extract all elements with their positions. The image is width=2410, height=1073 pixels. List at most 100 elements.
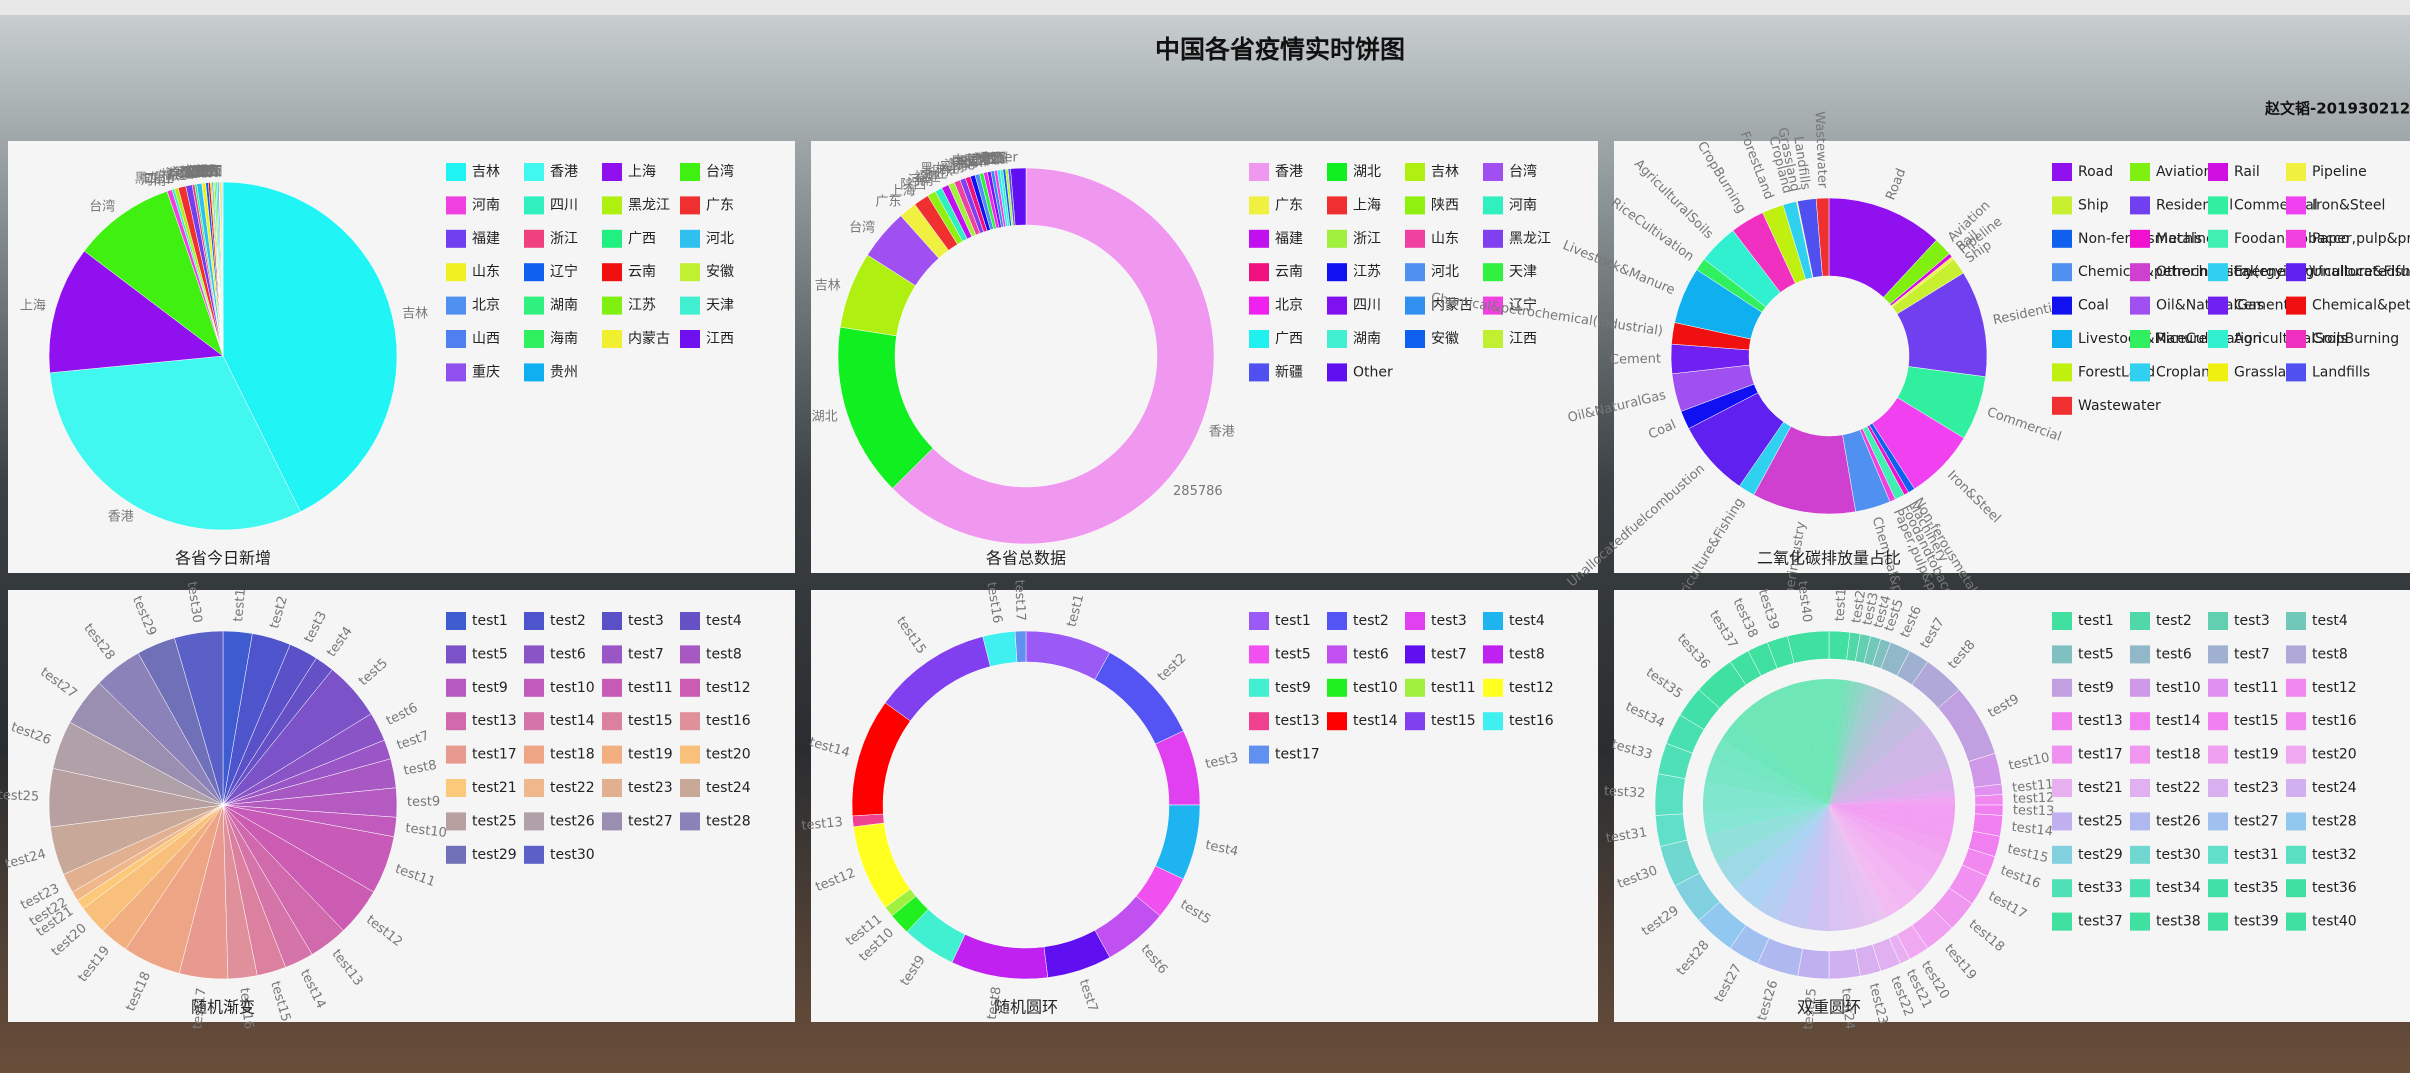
legend-item[interactable]: test9 xyxy=(446,678,508,697)
legend-item[interactable]: 河北 xyxy=(1405,263,1459,282)
legend-item[interactable]: test5 xyxy=(1249,645,1311,664)
legend-item[interactable]: 江苏 xyxy=(602,296,656,315)
legend-item[interactable]: 广东 xyxy=(680,196,734,215)
legend-item[interactable]: test10 xyxy=(1327,678,1398,697)
legend-item[interactable]: test2 xyxy=(524,612,586,630)
legend-item[interactable]: test30 xyxy=(524,845,595,864)
legend-item[interactable]: 河南 xyxy=(446,196,500,215)
slice[interactable] xyxy=(48,250,224,374)
legend-item[interactable]: test3 xyxy=(2208,612,2270,630)
legend-item[interactable]: 山东 xyxy=(1405,229,1459,248)
legend-item[interactable]: test11 xyxy=(602,678,673,697)
legend-item[interactable]: test28 xyxy=(680,812,751,831)
legend-item[interactable]: 云南 xyxy=(1249,263,1303,282)
legend-item[interactable]: 湖北 xyxy=(1327,163,1381,181)
legend-item[interactable]: EnergyinAgriculture&Fishing xyxy=(2208,263,2410,282)
legend-item[interactable]: 湖南 xyxy=(1327,330,1381,348)
legend-item[interactable]: test13 xyxy=(446,712,517,731)
legend-item[interactable]: test8 xyxy=(1483,645,1545,664)
legend-item[interactable]: test22 xyxy=(2130,779,2201,797)
legend-item[interactable]: test17 xyxy=(1249,745,1320,764)
legend-item[interactable]: test32 xyxy=(2286,845,2357,864)
legend-item[interactable]: test20 xyxy=(680,745,751,764)
legend-item[interactable]: 浙江 xyxy=(1327,229,1381,248)
legend-item[interactable]: test2 xyxy=(2130,612,2192,630)
legend-item[interactable]: test3 xyxy=(1405,612,1467,630)
legend-item[interactable]: test2 xyxy=(1327,612,1389,630)
legend-item[interactable]: 江苏 xyxy=(1327,263,1381,282)
legend-item[interactable]: 江西 xyxy=(680,330,734,348)
legend-item[interactable]: 北京 xyxy=(1249,296,1303,315)
legend-item[interactable]: 广西 xyxy=(1249,330,1303,348)
legend-item[interactable]: 四川 xyxy=(524,196,578,215)
legend-item[interactable]: 新疆 xyxy=(1249,363,1303,382)
legend-item[interactable]: 台湾 xyxy=(680,163,734,181)
legend-item[interactable]: test35 xyxy=(2208,879,2279,898)
legend-item[interactable]: test8 xyxy=(680,645,742,664)
legend-item[interactable]: test19 xyxy=(2208,745,2279,764)
slice[interactable] xyxy=(1828,630,1851,661)
legend-item[interactable]: test6 xyxy=(1327,645,1389,664)
legend-item[interactable]: 辽宁 xyxy=(524,263,578,282)
legend-item[interactable]: 广西 xyxy=(602,229,656,248)
slice[interactable] xyxy=(1815,197,1830,277)
legend-item[interactable]: test12 xyxy=(2286,678,2357,697)
legend-item[interactable]: test29 xyxy=(2052,845,2123,864)
legend-item[interactable]: 海南 xyxy=(524,330,578,348)
legend-item[interactable]: 云南 xyxy=(602,263,656,282)
legend-item[interactable]: 湖南 xyxy=(524,296,578,315)
legend-item[interactable]: test14 xyxy=(2130,712,2201,731)
legend-item[interactable]: 黑龙江 xyxy=(1483,229,1551,248)
legend-item[interactable]: Iron&Steel xyxy=(2286,196,2385,215)
slice[interactable] xyxy=(1974,794,2004,806)
slice[interactable] xyxy=(892,167,1215,545)
slice[interactable] xyxy=(222,181,224,357)
slice[interactable] xyxy=(1828,948,1861,980)
legend-item[interactable]: test27 xyxy=(2208,812,2279,831)
legend-item[interactable]: 内蒙古 xyxy=(602,330,670,348)
slice[interactable] xyxy=(222,181,398,513)
legend-item[interactable]: 黑龙江 xyxy=(602,196,670,215)
legend-item[interactable]: 重庆 xyxy=(446,363,500,382)
legend-item[interactable]: Cropland xyxy=(2130,363,2219,382)
legend-item[interactable]: Pipeline xyxy=(2286,163,2367,181)
legend-item[interactable]: test26 xyxy=(2130,812,2201,831)
legend-item[interactable]: test28 xyxy=(2286,812,2357,831)
legend-item[interactable]: test12 xyxy=(680,678,751,697)
legend-item[interactable]: test16 xyxy=(1483,712,1554,731)
legend-item[interactable]: test20 xyxy=(2286,745,2357,764)
legend-item[interactable]: test7 xyxy=(602,645,664,664)
legend-item[interactable]: test13 xyxy=(2052,712,2123,731)
legend-item[interactable]: test33 xyxy=(2052,879,2123,898)
legend-item[interactable]: Road xyxy=(2052,163,2113,181)
legend-item[interactable]: test23 xyxy=(602,779,673,797)
legend-item[interactable]: Other xyxy=(1327,363,1393,382)
legend-item[interactable]: Ship xyxy=(2052,196,2109,215)
legend-item[interactable]: test17 xyxy=(2052,745,2123,764)
legend-item[interactable]: test9 xyxy=(1249,678,1311,697)
legend-item[interactable]: test16 xyxy=(680,712,751,731)
legend-item[interactable]: Aviation xyxy=(2130,163,2212,181)
slice[interactable] xyxy=(83,190,224,357)
legend-item[interactable]: test1 xyxy=(446,612,508,630)
legend-item[interactable]: test7 xyxy=(2208,645,2270,664)
legend-item[interactable]: test14 xyxy=(524,712,595,731)
slice[interactable] xyxy=(1797,948,1830,980)
legend-item[interactable]: Paper,pulp&printing xyxy=(2286,229,2410,248)
legend-item[interactable]: 上海 xyxy=(1327,196,1381,215)
legend-item[interactable]: test4 xyxy=(2286,612,2348,630)
legend-item[interactable]: Cement xyxy=(2208,296,2290,315)
legend-item[interactable]: 福建 xyxy=(1249,229,1303,248)
legend-item[interactable]: 上海 xyxy=(602,163,656,181)
legend-item[interactable]: 贵州 xyxy=(524,363,578,382)
legend-item[interactable]: test4 xyxy=(680,612,742,630)
legend-item[interactable]: 辽宁 xyxy=(1483,296,1537,315)
legend-item[interactable]: test21 xyxy=(2052,779,2123,797)
legend-item[interactable]: test10 xyxy=(524,678,595,697)
legend-item[interactable]: Wastewater xyxy=(2052,396,2161,415)
legend-item[interactable]: 吉林 xyxy=(446,163,500,181)
slice[interactable] xyxy=(1014,630,1027,663)
legend-item[interactable]: Landfills xyxy=(2286,363,2370,382)
slice[interactable] xyxy=(1010,167,1027,226)
legend-item[interactable]: test31 xyxy=(2208,845,2279,864)
